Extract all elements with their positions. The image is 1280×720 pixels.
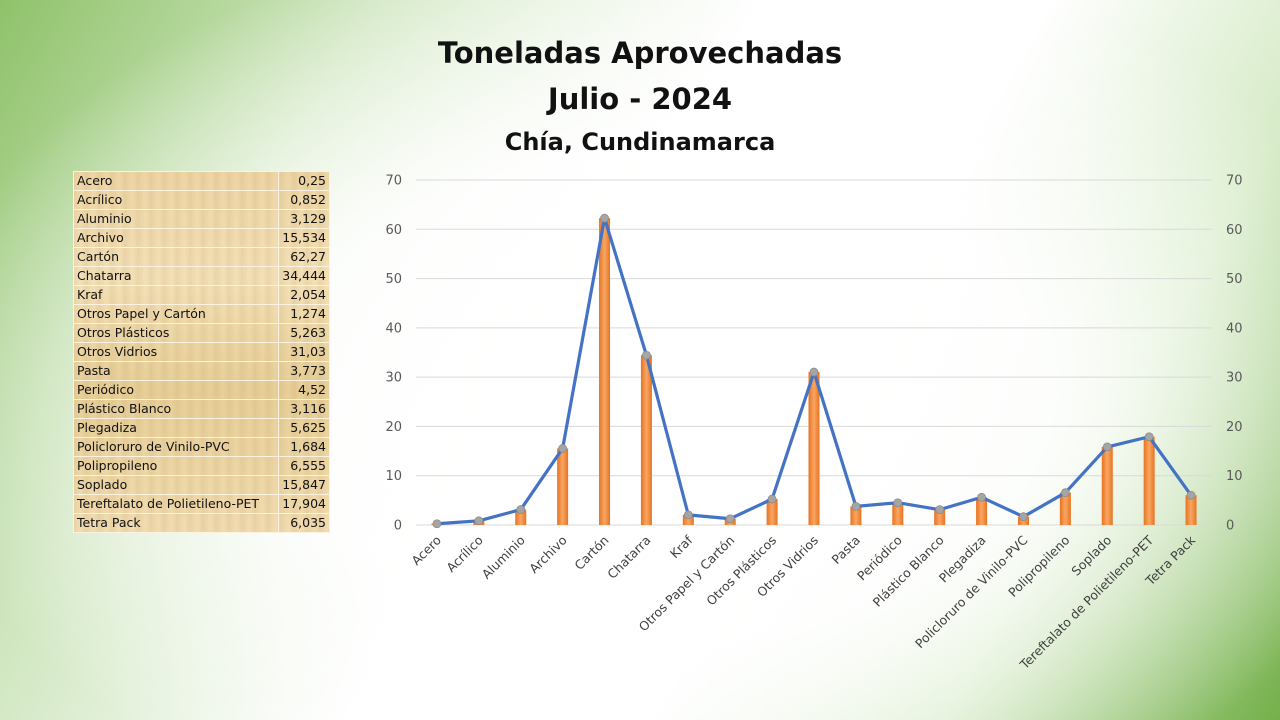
line-point bbox=[809, 367, 819, 377]
line-point bbox=[600, 213, 609, 223]
chart-subtitle: Chía, Cundinamarca bbox=[504, 128, 776, 156]
y-tick-label-right: 10 bbox=[1226, 469, 1243, 484]
line-point bbox=[474, 516, 484, 526]
y-tick-label-right: 0 bbox=[1226, 519, 1234, 534]
line-point bbox=[1144, 432, 1154, 442]
y-tick-label-left: 70 bbox=[385, 174, 402, 189]
line-point bbox=[851, 502, 861, 511]
y-tick-label-right: 20 bbox=[1226, 420, 1243, 435]
line-point bbox=[1186, 490, 1196, 500]
table-row: Aluminio 3,129 bbox=[73, 209, 330, 229]
table-row: Plástico Blanco 3,116 bbox=[73, 399, 330, 419]
bar bbox=[850, 506, 862, 525]
line-point bbox=[725, 514, 735, 524]
x-tick-label: Chatarra bbox=[604, 533, 653, 582]
line-point bbox=[1060, 488, 1070, 498]
table-row: Tereftalato de Polietileno-PET 17,904 bbox=[73, 494, 330, 514]
table-cell-tons: 3,129 bbox=[278, 209, 330, 229]
line-point bbox=[935, 505, 945, 515]
line-point bbox=[1019, 512, 1028, 522]
bar bbox=[599, 218, 611, 526]
y-tick-label-right: 40 bbox=[1226, 321, 1243, 336]
table-row: Otros Papel y Cartón 1,274 bbox=[73, 304, 330, 324]
bar bbox=[1185, 495, 1197, 525]
line-point bbox=[683, 510, 693, 520]
table-row: Cartón 62,27 bbox=[73, 247, 330, 267]
table-cell-tons: 6,035 bbox=[278, 513, 330, 533]
chart-title-date: Julio - 2024 bbox=[547, 82, 733, 116]
bar bbox=[640, 355, 652, 525]
x-tick-label: Acrílico bbox=[443, 533, 486, 576]
table-cell-material: Periódico bbox=[73, 380, 279, 400]
y-tick-label-left: 0 bbox=[394, 519, 402, 534]
table-cell-tons: 62,27 bbox=[278, 247, 330, 267]
table-cell-material: Otros Vidrios bbox=[73, 342, 279, 362]
y-tick-label-left: 30 bbox=[385, 371, 402, 386]
x-tick-label: Aluminio bbox=[479, 533, 528, 582]
bar bbox=[976, 497, 988, 525]
table-row: Soplado 15,847 bbox=[73, 475, 330, 495]
line-point bbox=[767, 494, 777, 504]
table-cell-tons: 5,625 bbox=[278, 418, 330, 438]
bar bbox=[892, 502, 904, 525]
y-tick-label-left: 10 bbox=[385, 469, 402, 484]
bar bbox=[682, 514, 694, 525]
bar bbox=[1059, 492, 1071, 525]
x-tick-label: Plástico Blanco bbox=[870, 533, 947, 610]
table-row: Periódico 4,52 bbox=[73, 380, 330, 400]
table-cell-tons: 3,116 bbox=[278, 399, 330, 419]
x-tick-label: Pasta bbox=[829, 533, 863, 567]
x-tick-label: Cartón bbox=[571, 533, 611, 573]
table-cell-material: Tetra Pack bbox=[73, 513, 279, 533]
bar bbox=[934, 509, 946, 525]
table-cell-tons: 6,555 bbox=[278, 456, 330, 476]
y-tick-label-left: 20 bbox=[385, 420, 402, 435]
bar bbox=[1101, 446, 1113, 525]
line-point bbox=[977, 492, 986, 502]
line-point bbox=[432, 519, 442, 529]
line-point bbox=[516, 505, 526, 514]
chart-title: Toneladas Aprovechadas bbox=[437, 36, 843, 70]
table-row: Plegadiza 5,625 bbox=[73, 418, 330, 438]
table-row: Otros Vidrios 31,03 bbox=[73, 342, 330, 362]
y-tick-label-right: 50 bbox=[1226, 272, 1243, 287]
y-tick-label-right: 60 bbox=[1226, 223, 1243, 238]
line-point bbox=[642, 350, 651, 360]
table-row: Acrílico 0,852 bbox=[73, 190, 330, 210]
table-cell-tons: 15,534 bbox=[278, 228, 330, 248]
table-cell-tons: 2,054 bbox=[278, 285, 330, 305]
x-tick-label: Acero bbox=[408, 533, 444, 569]
y-tick-label-left: 40 bbox=[385, 321, 402, 336]
y-tick-label-left: 50 bbox=[385, 272, 402, 287]
bar bbox=[515, 509, 527, 525]
line-point bbox=[1102, 442, 1112, 452]
table-cell-tons: 1,684 bbox=[278, 437, 330, 457]
table-cell-material: Tereftalato de Polietileno-PET bbox=[73, 494, 279, 514]
table-row: Tetra Pack 6,035 bbox=[73, 513, 330, 533]
table-cell-material: Cartón bbox=[73, 247, 279, 267]
bar bbox=[808, 372, 820, 525]
bar bbox=[766, 499, 778, 525]
bar bbox=[1143, 436, 1155, 525]
bar bbox=[557, 448, 569, 525]
data-table: Acero 0,25 Acrílico 0,852 Aluminio 3,129 Archi… bbox=[73, 171, 330, 533]
y-tick-label-right: 30 bbox=[1226, 371, 1243, 386]
table-cell-tons: 15,847 bbox=[278, 475, 330, 495]
x-tick-label: Archivo bbox=[526, 533, 570, 577]
x-tick-label: Kraf bbox=[667, 532, 696, 561]
y-tick-label-right: 70 bbox=[1226, 174, 1243, 189]
line-point bbox=[893, 498, 903, 508]
table-row: Pasta 3,773 bbox=[73, 361, 330, 381]
y-tick-label-left: 60 bbox=[385, 223, 402, 238]
line-point bbox=[558, 444, 568, 453]
